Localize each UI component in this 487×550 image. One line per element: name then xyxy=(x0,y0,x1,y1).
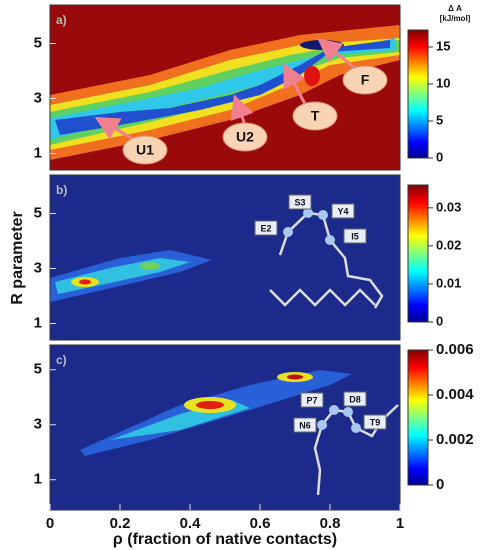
residue-tag xyxy=(331,203,355,219)
x-tick-label: 0 xyxy=(46,515,54,532)
contour-panel-a xyxy=(50,5,400,170)
contour-region xyxy=(304,66,320,86)
x-axis-label: ρ (fraction of native contacts) xyxy=(113,531,337,548)
contour-region xyxy=(55,40,390,135)
plot-background xyxy=(50,345,400,510)
annotation: P7 xyxy=(306,395,317,405)
colorbars xyxy=(407,29,429,486)
y-tick-label: 5 xyxy=(34,204,42,221)
y-tick-label: 1 xyxy=(34,314,42,331)
arrows xyxy=(94,38,356,142)
residue-tag xyxy=(293,417,317,433)
colorbar-tick-label: 5 xyxy=(436,112,443,127)
colorbar-title: Δ A xyxy=(448,4,462,13)
residue-tag xyxy=(343,391,367,407)
colorbar-tick-label: 0.01 xyxy=(436,275,461,290)
panel-label: a) xyxy=(56,13,67,27)
plot-frame xyxy=(49,4,401,171)
colorbar-tick-label: 15 xyxy=(436,38,450,53)
state-bubble xyxy=(292,101,338,131)
colorbar-tick-label: 0 xyxy=(436,149,443,164)
contour-region xyxy=(79,279,91,285)
colorbar xyxy=(407,349,429,486)
residue-tag xyxy=(343,228,367,244)
y-tick-label: 3 xyxy=(34,259,42,276)
annotation: E2 xyxy=(260,223,271,233)
residue-tag xyxy=(288,194,312,210)
annotation: Y4 xyxy=(337,206,348,216)
plot-frame xyxy=(49,174,401,341)
annotation: D8 xyxy=(349,394,361,404)
contour-panel-b xyxy=(50,175,400,340)
colorbar-tick-label: 0 xyxy=(436,313,443,328)
x-tick-label: 0.4 xyxy=(180,515,202,532)
colorbar-tick-label: 0.02 xyxy=(436,237,461,252)
colorbar-tick-label: 0 xyxy=(436,476,444,493)
panel-label: b) xyxy=(56,183,67,197)
plot-frame xyxy=(49,344,401,511)
colorbar-tick-label: 0.002 xyxy=(436,431,474,448)
state-bubble xyxy=(342,65,388,95)
colorbar-tick-label: 0.004 xyxy=(436,386,474,403)
colorbar xyxy=(407,29,429,159)
residue-tag xyxy=(254,220,278,236)
y-tick-label: 5 xyxy=(34,34,42,51)
contour-region xyxy=(300,40,344,50)
annotation: S3 xyxy=(294,197,305,207)
molecule xyxy=(269,208,384,309)
y-tick-label: 1 xyxy=(34,144,42,161)
contour-region xyxy=(196,401,224,409)
state-bubble xyxy=(122,135,168,165)
y-tick-label: 3 xyxy=(34,416,42,433)
colorbar xyxy=(407,184,429,323)
annotation: U1 xyxy=(136,142,154,158)
state-bubble xyxy=(222,122,268,152)
annotation: I5 xyxy=(351,231,359,241)
x-tick-label: 1 xyxy=(396,515,404,532)
y-tick-label: 1 xyxy=(34,471,42,488)
x-tick-label: 0.8 xyxy=(320,515,341,532)
x-tick-label: 0.6 xyxy=(250,515,271,532)
colorbar-tick-label: 0.03 xyxy=(436,199,461,214)
contour-region xyxy=(140,262,160,270)
annotation: U2 xyxy=(236,129,254,145)
annotation: T9 xyxy=(370,417,381,427)
contour-region xyxy=(287,374,303,380)
colorbar-title: [kJ/mol] xyxy=(440,14,471,23)
y-tick-label: 3 xyxy=(34,89,42,106)
annotation: F xyxy=(361,72,370,88)
y-tick-label: 5 xyxy=(34,361,42,378)
plot-background xyxy=(50,175,400,340)
panel-label: c) xyxy=(56,353,67,367)
annotation: T xyxy=(311,108,320,124)
residue-tag xyxy=(300,392,324,408)
contour-panel-c xyxy=(50,345,400,510)
y-axis-label: R parameter xyxy=(9,211,26,304)
x-tick-label: 0.2 xyxy=(110,515,131,532)
colorbar-tick-label: 0.006 xyxy=(436,341,474,358)
colorbar-tick-label: 10 xyxy=(436,75,450,90)
residue-tag xyxy=(363,414,387,430)
annotation: N6 xyxy=(299,420,311,430)
